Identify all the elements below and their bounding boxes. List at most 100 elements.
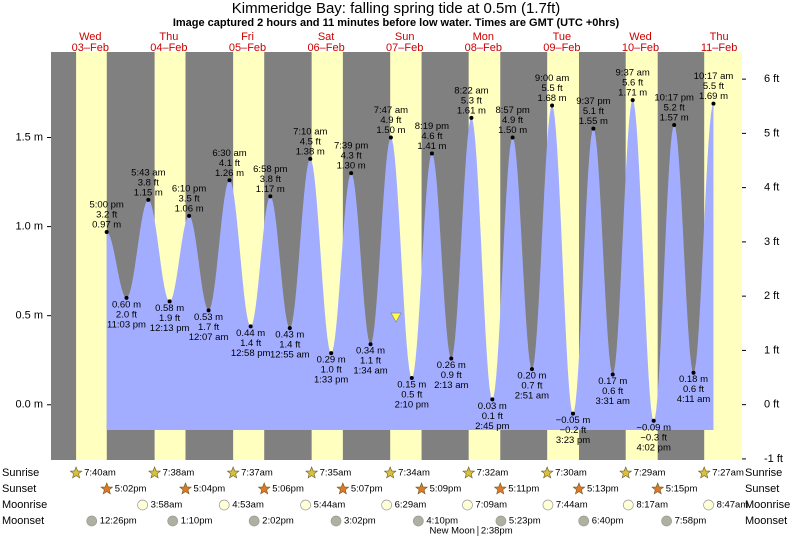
tide-height-ft: 1.1 ft xyxy=(360,356,381,367)
tide-time: 7:39 pm xyxy=(334,141,368,152)
day-weekday: Sun xyxy=(395,31,415,43)
sunrise-time: 7:35am xyxy=(320,468,352,479)
moonrise-icon xyxy=(462,499,473,511)
tide-time: 2:13 am xyxy=(434,380,468,391)
tide-time: 12:07 am xyxy=(189,332,229,343)
tide-height-ft: 4.9 ft xyxy=(502,115,523,126)
y2-tick-label: 1 ft xyxy=(764,344,779,356)
tide-height-m: 0.15 m xyxy=(397,380,426,391)
tide-time: 1:33 pm xyxy=(314,375,348,386)
tide-point xyxy=(124,295,129,300)
tide-point xyxy=(449,356,454,361)
tide-height-m: 1.30 m xyxy=(337,161,366,172)
tide-height-m: 1.57 m xyxy=(660,113,689,124)
tide-height-m: 0.44 m xyxy=(236,328,265,339)
tide-time: 4:11 am xyxy=(677,394,711,405)
moonset-icon xyxy=(495,515,507,527)
tide-point xyxy=(529,367,534,372)
sunset-time: 5:13pm xyxy=(587,484,619,495)
tide-point xyxy=(388,135,393,140)
moonrise-icon xyxy=(542,499,554,511)
tide-height-ft: 3.2 ft xyxy=(96,209,117,220)
tide-height-m: 1.69 m xyxy=(699,91,728,102)
tide-point xyxy=(287,326,292,331)
sunset-time: 5:02pm xyxy=(115,484,147,495)
tide-height-ft: 4.1 ft xyxy=(219,158,240,169)
tide-height-ft: 1.4 ft xyxy=(240,338,261,349)
tide-height-ft: 3.5 ft xyxy=(179,193,200,204)
sunrise-icon xyxy=(383,466,397,479)
tide-time: 12:13 pm xyxy=(150,323,190,334)
sunset-icon xyxy=(493,482,507,495)
tide-time: 2:45 pm xyxy=(475,421,509,432)
tide-height-ft: 5.6 ft xyxy=(622,78,643,89)
sunrise-icon xyxy=(226,466,240,479)
day-date: 08–Feb xyxy=(465,42,502,54)
tide-point xyxy=(187,213,192,218)
tide-height-m: 0.03 m xyxy=(478,401,507,412)
tide-time: 5:00 pm xyxy=(90,199,124,210)
tide-time: 7:47 am xyxy=(374,105,408,116)
tide-height-m: −0.05 m xyxy=(556,415,591,426)
tide-time: 3:23 pm xyxy=(556,435,590,446)
tide-height-m: 1.50 m xyxy=(498,125,527,136)
tide-time: 9:37 am xyxy=(616,68,650,79)
row-label: Sunrise xyxy=(2,467,39,479)
tide-time: 6:58 pm xyxy=(253,164,287,175)
chart-title: Kimmeridge Bay: falling spring tide at 0… xyxy=(232,0,560,17)
tide-time: 12:55 am xyxy=(270,350,310,361)
moon-phase-time: 2:38pm xyxy=(481,526,513,537)
chart-subtitle: Image captured 2 hours and 11 minutes be… xyxy=(173,17,620,29)
row-label: Sunset xyxy=(745,483,779,495)
tide-point xyxy=(711,101,716,106)
moon-phase: New Moon xyxy=(430,526,475,537)
tide-time: 8:22 am xyxy=(454,85,488,96)
tide-height-ft: 4.9 ft xyxy=(380,115,401,126)
y2-tick-label: 5 ft xyxy=(764,127,779,139)
moonrise-icon xyxy=(703,499,714,511)
tide-point xyxy=(206,308,211,313)
tide-point xyxy=(268,194,273,199)
sunrise-time: 7:32am xyxy=(477,468,509,479)
tide-height-m: 1.38 m xyxy=(296,146,325,157)
tide-height-ft: 5.1 ft xyxy=(583,106,604,117)
sunset-icon xyxy=(572,482,586,495)
tide-height-ft: 4.5 ft xyxy=(300,136,321,147)
tide-point xyxy=(610,372,615,377)
sunset-time: 5:11pm xyxy=(508,484,539,495)
sunrise-time: 7:38am xyxy=(163,468,195,479)
y2-tick-label: 0 ft xyxy=(764,399,779,411)
moonrise-icon xyxy=(218,499,230,511)
moonrise-time: 7:09am xyxy=(475,500,507,511)
tide-height-m: 1.50 m xyxy=(376,125,405,136)
tide-height-ft: 1.4 ft xyxy=(279,340,300,351)
tide-height-ft: 0.1 ft xyxy=(482,411,503,422)
day-date: 09–Feb xyxy=(543,42,580,54)
tide-height-ft: 4.3 ft xyxy=(341,151,362,162)
tide-point xyxy=(510,135,515,140)
day-date: 06–Feb xyxy=(307,42,344,54)
sunset-icon xyxy=(100,482,114,495)
sunset-time: 5:07pm xyxy=(351,484,383,495)
tide-point xyxy=(104,229,109,234)
moonset-icon xyxy=(412,515,424,527)
tide-time: 11:03 pm xyxy=(107,319,146,330)
tide-height-m: 0.26 m xyxy=(437,360,466,371)
moonset-time: 6:40pm xyxy=(592,516,624,527)
tide-time: 1:34 am xyxy=(353,366,387,377)
tide-time: 8:19 pm xyxy=(415,121,449,132)
tide-point xyxy=(570,411,575,416)
tide-height-m: 0.97 m xyxy=(92,219,121,230)
tide-point xyxy=(329,351,334,356)
moonset-icon xyxy=(167,515,179,527)
tide-height-ft: 2.0 ft xyxy=(116,309,137,320)
sunrise-icon xyxy=(148,466,162,479)
tide-height-ft: 3.8 ft xyxy=(138,177,159,188)
moonset-icon xyxy=(578,515,590,527)
tide-height-m: 0.53 m xyxy=(194,312,223,323)
tide-height-ft: −0.3 ft xyxy=(640,432,667,443)
tide-point xyxy=(227,178,232,183)
moonset-time: 5:23pm xyxy=(509,516,541,527)
row-label: Moonrise xyxy=(745,499,790,511)
moonset-time: 4:10pm xyxy=(426,516,458,527)
